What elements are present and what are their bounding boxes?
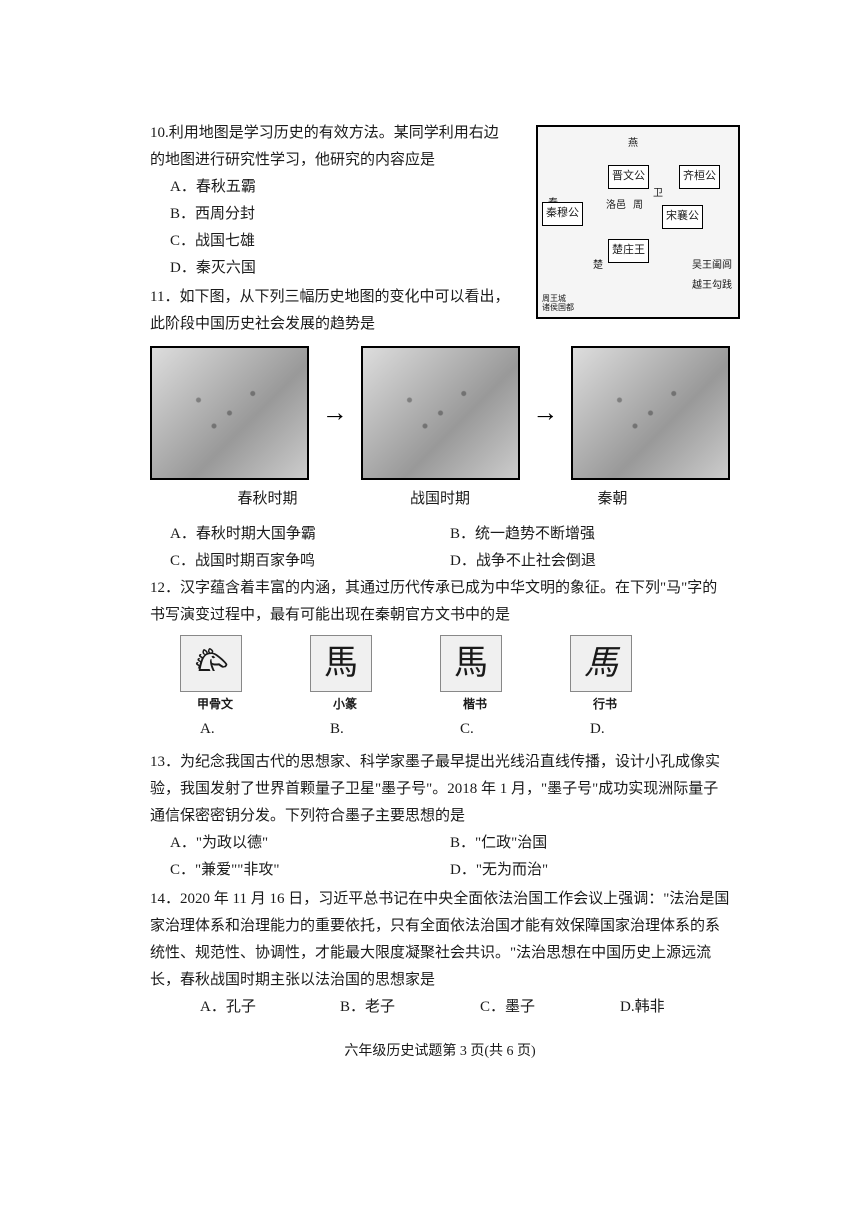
q12-opt-a: A. bbox=[200, 716, 270, 743]
q11-cap-c: 秦朝 bbox=[535, 486, 690, 513]
char-label-a: 甲骨文 bbox=[180, 694, 250, 716]
char-cell-b: 馬 小篆 bbox=[310, 635, 380, 716]
question-13: 13．为纪念我国古代的思想家、科学家墨子最早提出光线沿直线传播，设计小孔成像实验… bbox=[150, 749, 730, 884]
legend-2: 诸侯国都 bbox=[542, 303, 574, 313]
page-footer: 六年级历史试题第 3 页(共 6 页) bbox=[150, 1039, 730, 1064]
q11-map-warring-states bbox=[361, 346, 520, 480]
q10-opt-d: D．秦灭六国 bbox=[170, 255, 510, 282]
q10-stem: 10.利用地图是学习历史的有效方法。某同学利用右边的地图进行研究性学习，他研究的… bbox=[150, 120, 510, 174]
q14-opt-d: D.韩非 bbox=[590, 994, 730, 1021]
char-glyph-seal: 馬 bbox=[310, 635, 372, 692]
legend-1: 周王城 bbox=[542, 294, 574, 304]
map-label-jin: 晋文公 bbox=[608, 165, 649, 189]
q14-opt-c: C．墨子 bbox=[450, 994, 590, 1021]
map-text-zhou: 周 bbox=[633, 197, 643, 215]
map-text-yuewang: 越王勾践 bbox=[692, 277, 732, 295]
map-label-song: 宋襄公 bbox=[662, 205, 703, 229]
q14-opt-a: A．孔子 bbox=[170, 994, 310, 1021]
map-text-chuguo: 楚 bbox=[593, 257, 603, 275]
map-legend: 周王城 诸侯国都 bbox=[542, 294, 574, 313]
q10-opt-c: C．战国七雄 bbox=[170, 228, 510, 255]
q10-opt-a: A．春秋五霸 bbox=[170, 174, 510, 201]
char-cell-a: 𐂃 甲骨文 bbox=[180, 635, 250, 716]
q11-opt-a: A．春秋时期大国争霸 bbox=[170, 521, 450, 548]
q10-options: A．春秋五霸 B．西周分封 C．战国七雄 D．秦灭六国 bbox=[150, 174, 510, 282]
q12-stem: 12．汉字蕴含着丰富的内涵，其通过历代传承已成为中华文明的象征。在下列"马"字的… bbox=[150, 575, 730, 629]
map-text-yan: 燕 bbox=[628, 135, 638, 153]
q11-cap-a: 春秋时期 bbox=[190, 486, 345, 513]
q13-opt-b: B．"仁政"治国 bbox=[450, 830, 730, 857]
q13-stem: 13．为纪念我国古代的思想家、科学家墨子最早提出光线沿直线传播，设计小孔成像实验… bbox=[150, 749, 730, 830]
arrow-icon: → bbox=[320, 390, 350, 437]
q11-cap-b: 战国时期 bbox=[363, 486, 518, 513]
map-text-wuyue: 吴王阖闾 bbox=[692, 257, 732, 275]
q14-opt-b: B．老子 bbox=[310, 994, 450, 1021]
char-glyph-oracle: 𐂃 bbox=[180, 635, 242, 692]
q13-opt-a: A．"为政以德" bbox=[170, 830, 450, 857]
char-cell-c: 馬 楷书 bbox=[440, 635, 510, 716]
q11-opt-c: C．战国时期百家争鸣 bbox=[170, 548, 450, 575]
map-label-chu: 楚庄王 bbox=[608, 239, 649, 263]
map-label-qi: 齐桓公 bbox=[679, 165, 720, 189]
q11-opt-b: B．统一趋势不断增强 bbox=[450, 521, 730, 548]
map-text-wei: 卫 bbox=[653, 185, 663, 203]
q13-options: A．"为政以德" B．"仁政"治国 C．"兼爱""非攻" D．"无为而治" bbox=[150, 830, 730, 884]
question-14: 14．2020 年 11 月 16 日，习近平总书记在中央全面依法治国工作会议上… bbox=[150, 886, 730, 1021]
arrow-icon: → bbox=[530, 390, 560, 437]
q12-chars: 𐂃 甲骨文 馬 小篆 馬 楷书 馬 行书 bbox=[150, 635, 730, 716]
char-label-d: 行书 bbox=[570, 694, 640, 716]
q14-stem: 14．2020 年 11 月 16 日，习近平总书记在中央全面依法治国工作会议上… bbox=[150, 886, 730, 994]
q11-opt-d: D．战争不止社会倒退 bbox=[450, 548, 730, 575]
q11-captions: 春秋时期 战国时期 秦朝 bbox=[150, 484, 730, 521]
q13-opt-d: D．"无为而治" bbox=[450, 857, 730, 884]
q11-map-qin bbox=[571, 346, 730, 480]
question-12: 12．汉字蕴含着丰富的内涵，其通过历代传承已成为中华文明的象征。在下列"马"字的… bbox=[150, 575, 730, 629]
q13-opt-c: C．"兼爱""非攻" bbox=[170, 857, 450, 884]
q11-options: A．春秋时期大国争霸 B．统一趋势不断增强 C．战国时期百家争鸣 D．战争不止社… bbox=[150, 521, 730, 575]
char-glyph-running: 馬 bbox=[570, 635, 632, 692]
char-label-b: 小篆 bbox=[310, 694, 380, 716]
q12-opt-b: B. bbox=[330, 716, 400, 743]
map-text-luo: 洛邑 bbox=[606, 197, 626, 215]
exam-page: 燕 晋文公 齐桓公 秦 秦穆公 洛邑 周 卫 宋襄公 楚庄王 楚 吴王阖闾 越王… bbox=[0, 0, 860, 1064]
q10-map: 燕 晋文公 齐桓公 秦 秦穆公 洛邑 周 卫 宋襄公 楚庄王 楚 吴王阖闾 越王… bbox=[536, 125, 740, 319]
q11-map-spring-autumn bbox=[150, 346, 309, 480]
char-cell-d: 馬 行书 bbox=[570, 635, 640, 716]
q12-options: A. B. C. D. bbox=[150, 716, 730, 743]
q11-stem: 11．如下图，从下列三幅历史地图的变化中可以看出，此阶段中国历史社会发展的趋势是 bbox=[150, 284, 520, 338]
q12-opt-d: D. bbox=[590, 716, 660, 743]
q10-opt-b: B．西周分封 bbox=[170, 201, 510, 228]
q11-maps: → → bbox=[150, 346, 730, 480]
char-label-c: 楷书 bbox=[440, 694, 510, 716]
q14-options: A．孔子 B．老子 C．墨子 D.韩非 bbox=[150, 994, 730, 1021]
char-glyph-regular: 馬 bbox=[440, 635, 502, 692]
map-label-qinmu: 秦穆公 bbox=[542, 202, 583, 226]
q12-opt-c: C. bbox=[460, 716, 530, 743]
